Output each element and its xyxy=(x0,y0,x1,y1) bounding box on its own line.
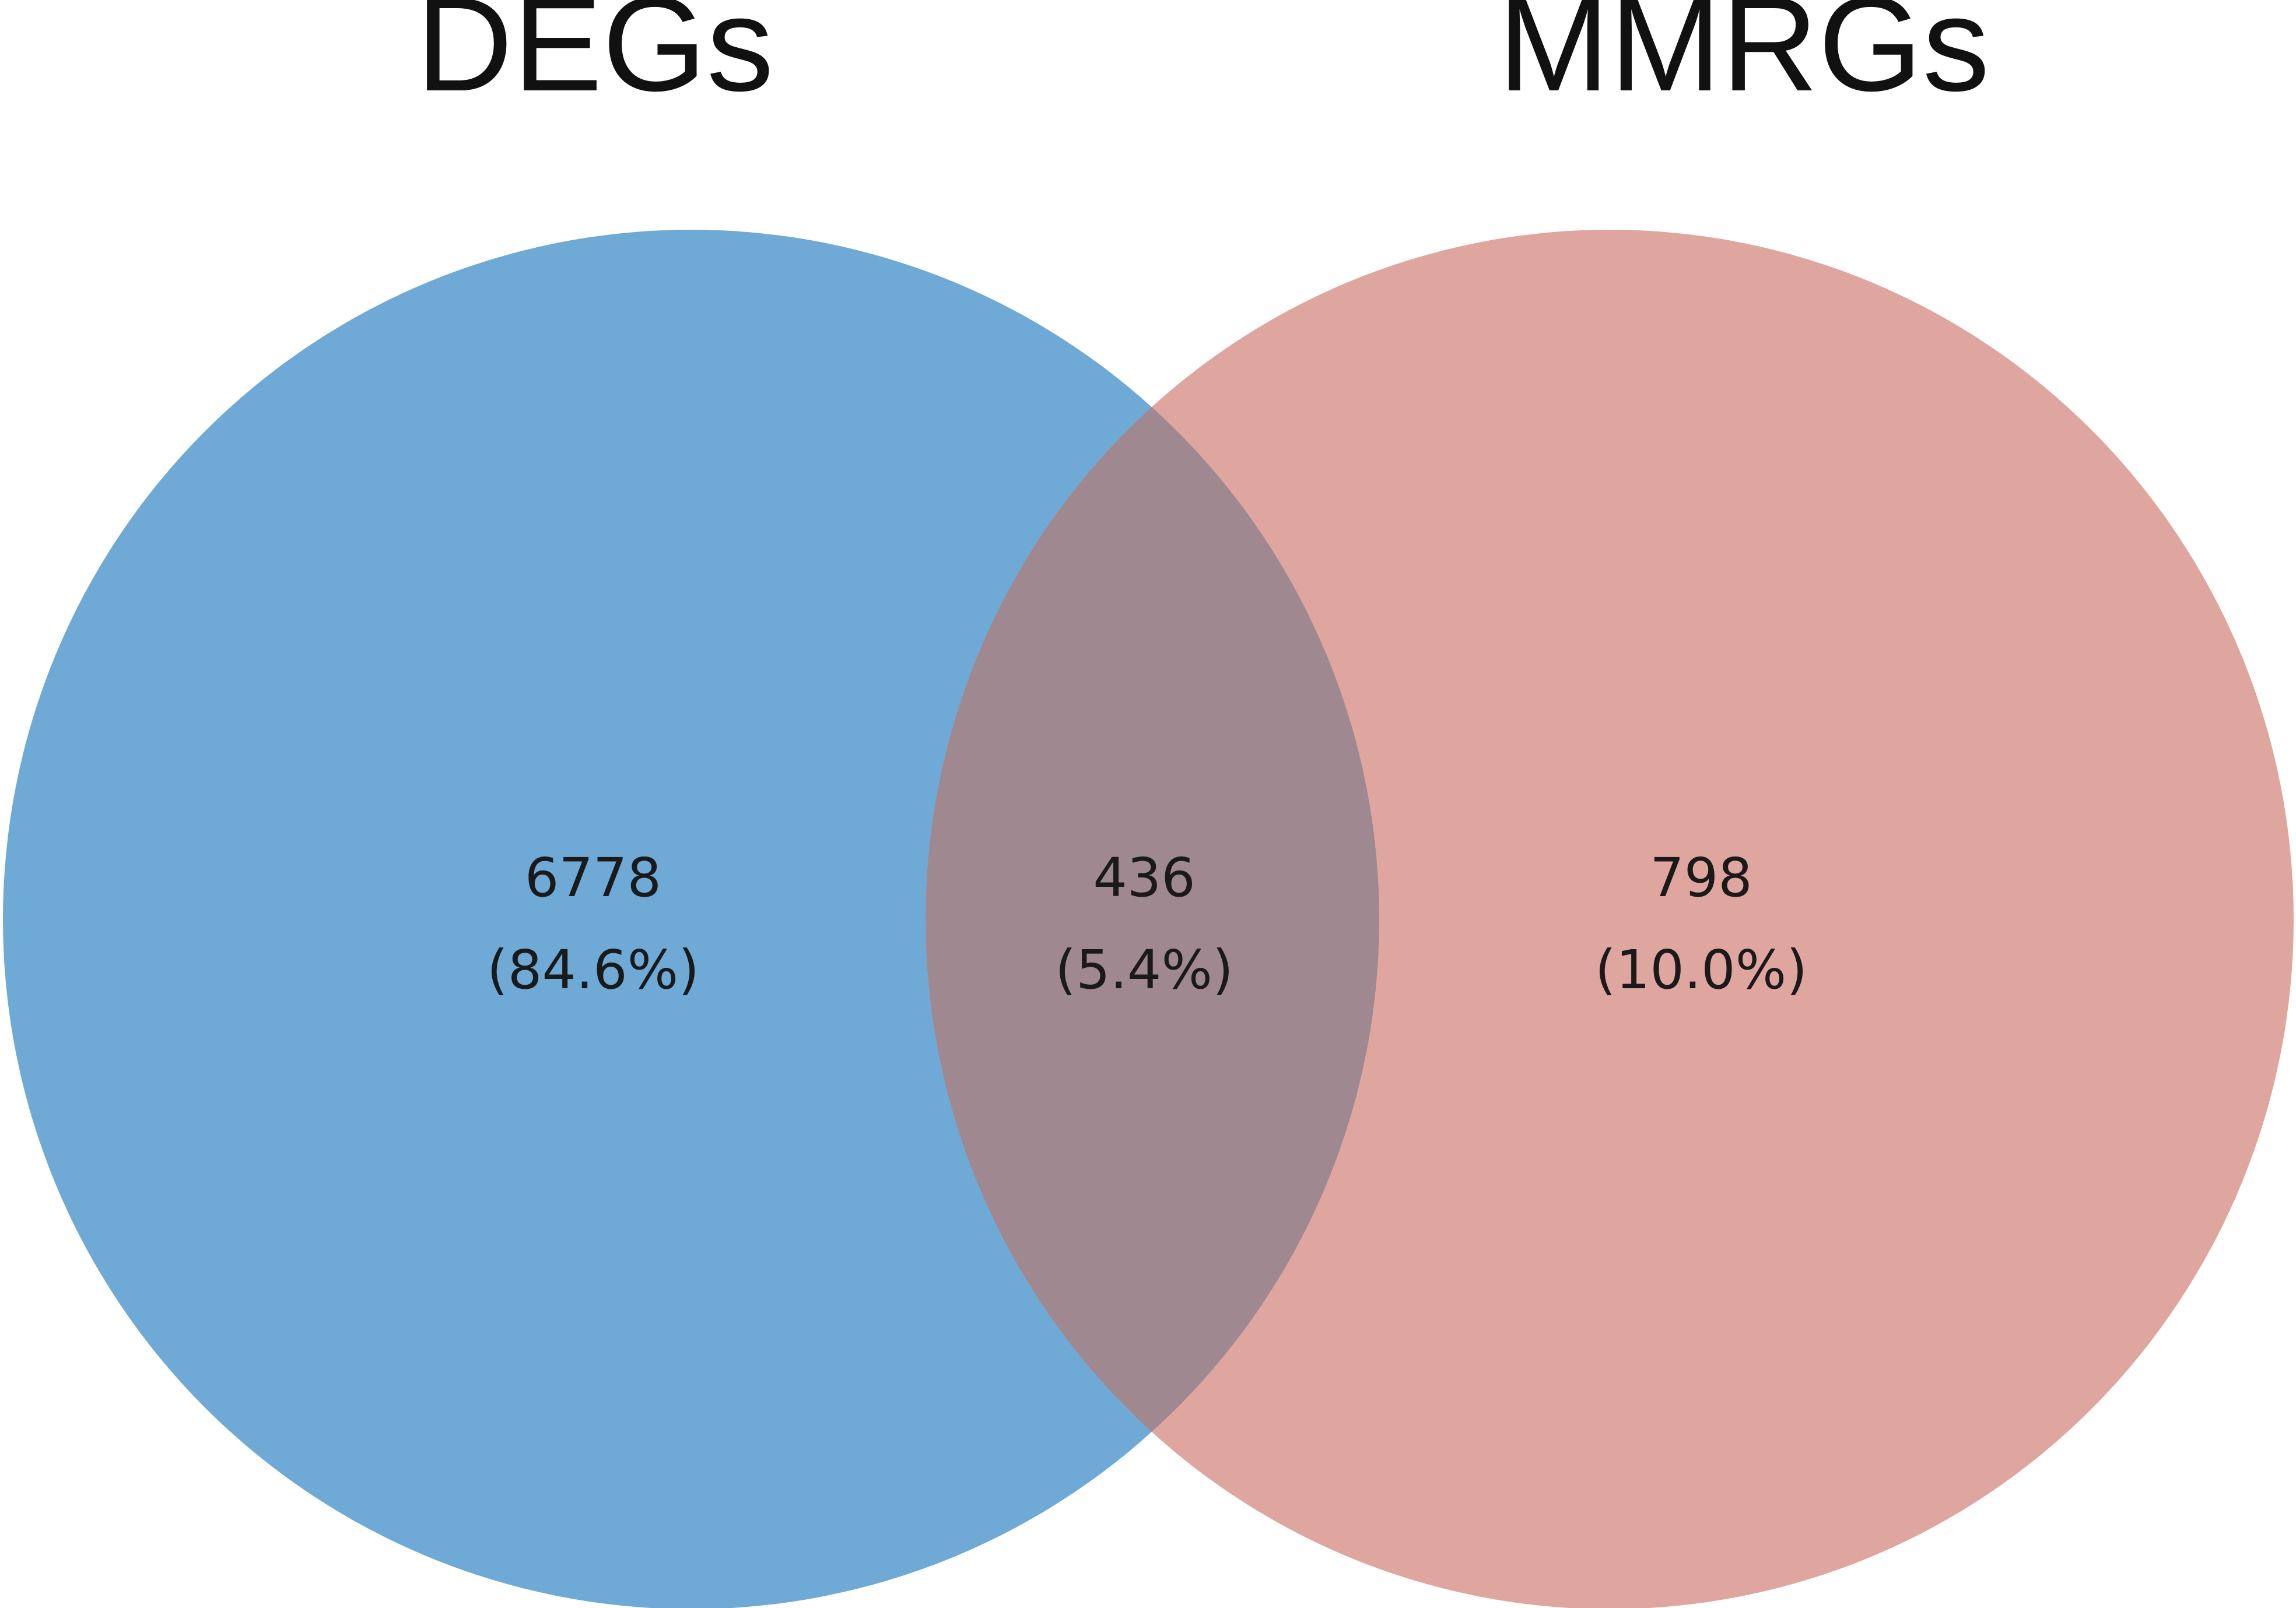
degs-title: DEGs xyxy=(416,0,773,119)
mmrgs-only-percent: (10.0%) xyxy=(1595,939,1807,1001)
intersection-region xyxy=(926,230,1379,1608)
intersection-percent: (5.4%) xyxy=(1055,939,1233,1001)
mmrgs-title: MMRGs xyxy=(1498,0,1989,119)
mmrgs-only-count: 798 xyxy=(1650,847,1752,909)
degs-only-count: 6778 xyxy=(525,847,661,909)
intersection-count: 436 xyxy=(1093,847,1196,909)
degs-only-percent: (84.6%) xyxy=(487,939,699,1001)
